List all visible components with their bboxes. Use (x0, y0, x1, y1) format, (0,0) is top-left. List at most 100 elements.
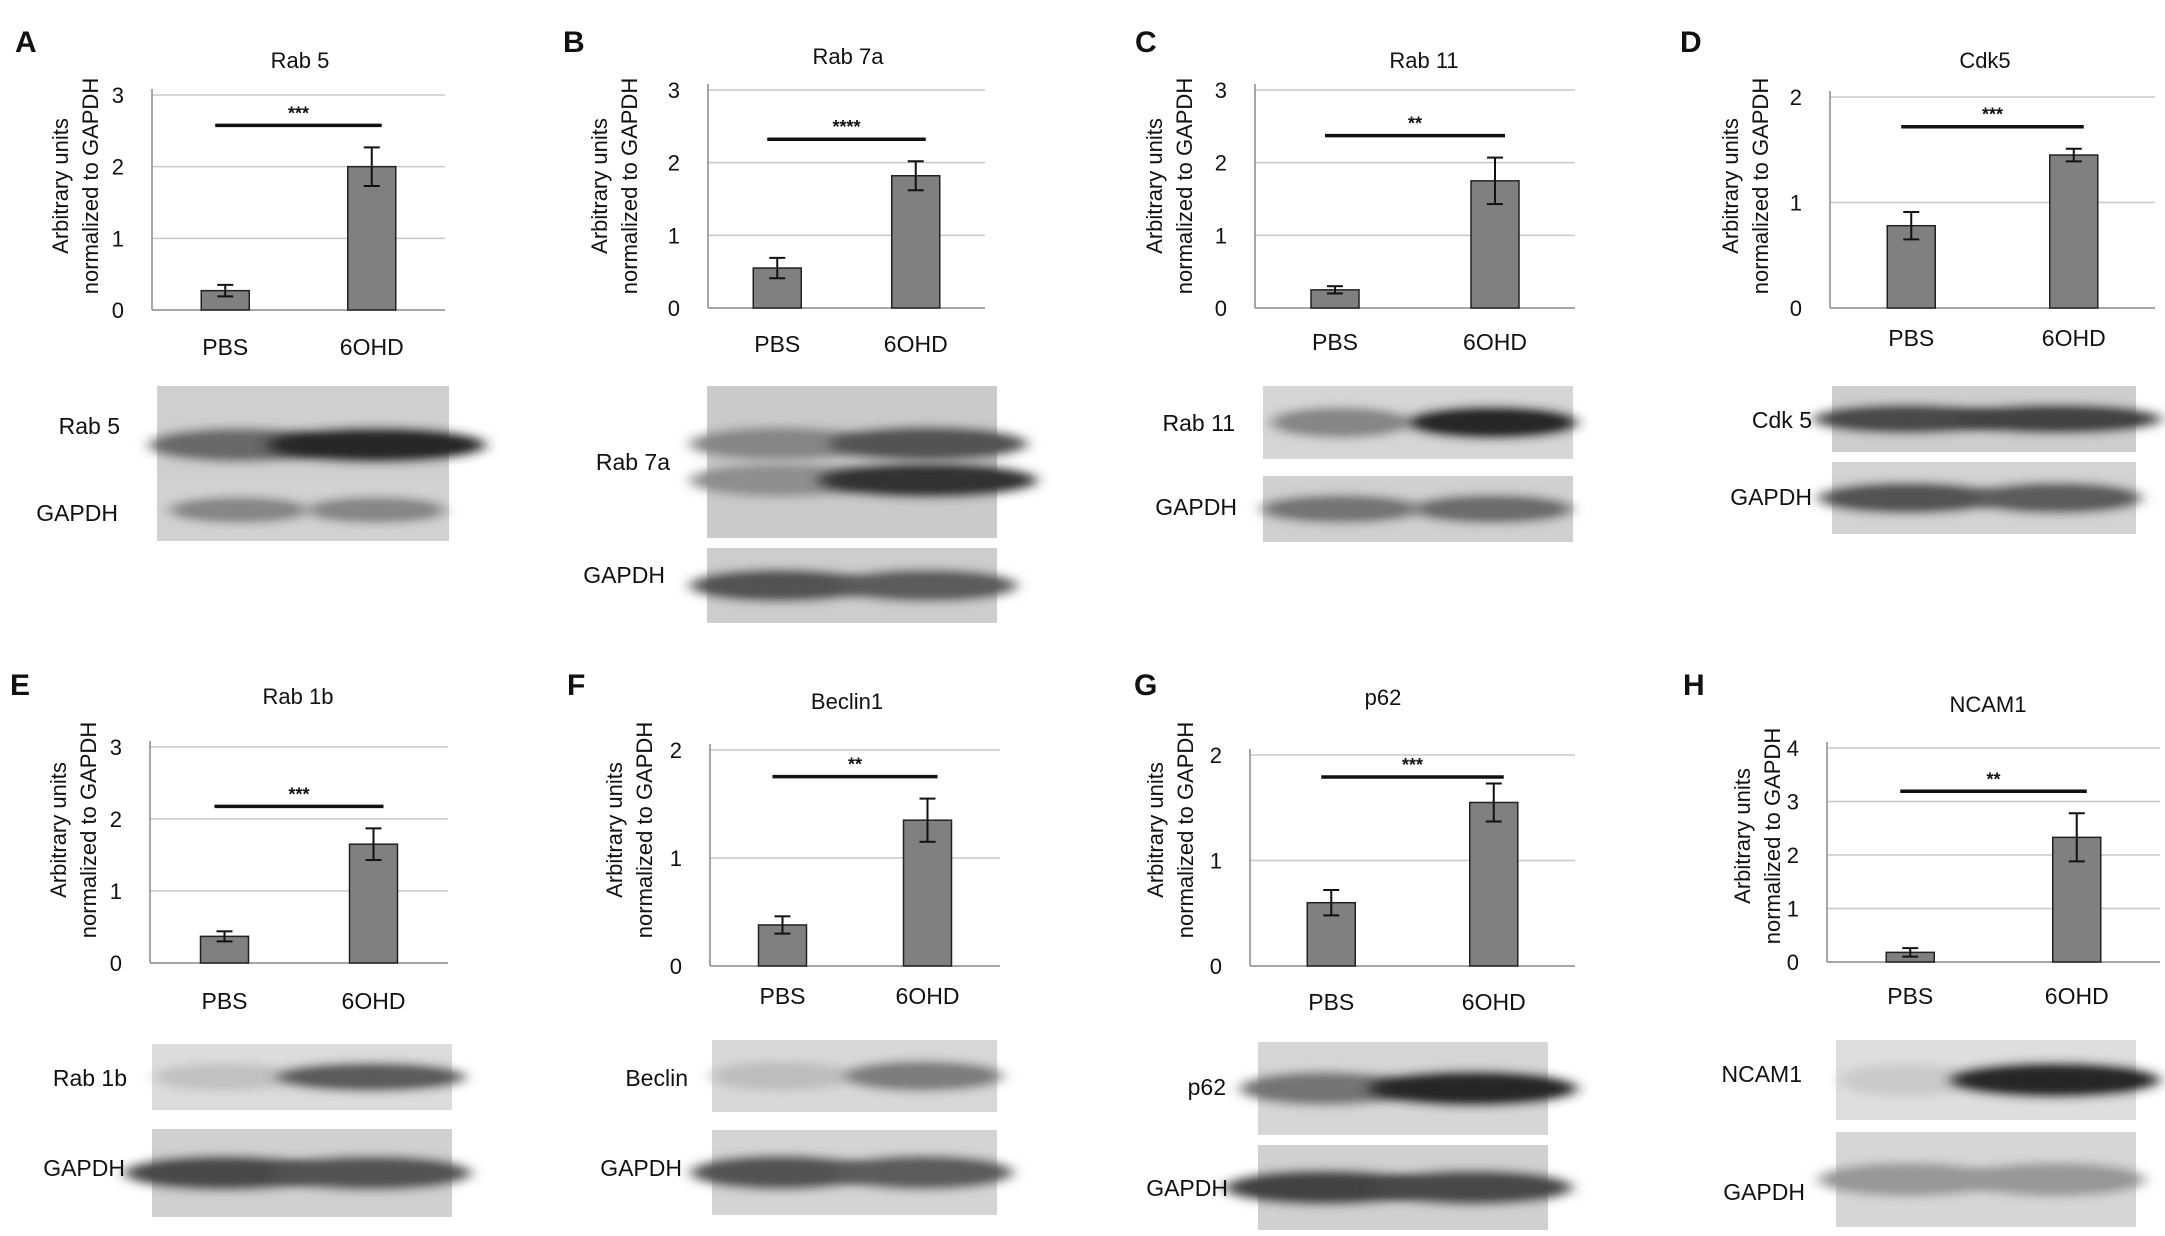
significance-label: ** (1986, 769, 2000, 789)
x-category-label: PBS (1888, 325, 1934, 351)
blot-band-core (1392, 1178, 1553, 1197)
blot-label: GAPDH (1146, 1175, 1228, 1201)
x-category-label: PBS (1312, 329, 1358, 355)
y-tick-label: 0 (1790, 296, 1802, 321)
y-tick-label: 1 (1215, 223, 1227, 248)
significance-label: *** (1982, 105, 2003, 125)
chart-title: Rab 5 (271, 48, 330, 73)
y-axis-label-line: Arbitrary units (1718, 118, 1743, 254)
y-tick-label: 3 (1215, 78, 1227, 103)
y-tick-label: 0 (670, 954, 682, 979)
y-tick-label: 3 (112, 83, 124, 108)
western-blot-gapdh (1260, 476, 1573, 542)
y-axis-label: Arbitrary units normalized to GAPDH (1718, 78, 1773, 294)
y-tick-label: 0 (112, 298, 124, 323)
blot-band-core (855, 576, 1000, 595)
panel-h: H NCAM1 Arbitrary units normalized to GAPDH… (1683, 669, 2160, 1227)
y-axis-label: Arbitrary units normalized to GAPDH (587, 78, 642, 294)
western-blot-target (152, 1044, 466, 1110)
blot-band-core (291, 1164, 451, 1182)
y-axis-label-line: normalized to GAPDH (632, 722, 657, 938)
y-axis-label-line: normalized to GAPDH (1760, 728, 1785, 944)
blot-band-core (1983, 1170, 2127, 1189)
blot-band-core (1836, 1170, 1980, 1189)
y-tick-label: 3 (668, 78, 680, 103)
blot-band-core (724, 1067, 837, 1085)
panel-letter: F (567, 669, 585, 702)
blot-band-core (1244, 1178, 1405, 1197)
chart-title: Rab 11 (1389, 48, 1458, 73)
panel-letter: H (1683, 669, 1705, 702)
panel-d: D Cdk5 Arbitrary units normalized to GAPDH 0… (1680, 26, 2162, 534)
blot-band-core (1424, 413, 1561, 432)
y-axis-label-line: Arbitrary units (587, 118, 612, 254)
x-category-label: 6OHD (1463, 329, 1527, 355)
blot-band-core (182, 502, 295, 518)
x-category-label: 6OHD (2042, 325, 2106, 351)
blot-label: GAPDH (1730, 484, 1812, 510)
y-tick-label: 0 (1210, 954, 1222, 979)
blot-band-core (1971, 1071, 2139, 1089)
blot-label: GAPDH (583, 562, 665, 588)
blot-band-core (708, 1163, 853, 1182)
chart-title: Rab 7a (813, 44, 885, 69)
bar-6ohd (2049, 154, 2099, 309)
panel-letter: C (1135, 26, 1157, 59)
y-tick-label: 2 (1787, 843, 1799, 868)
blot-band-core (1972, 411, 2141, 427)
y-tick-label: 2 (1790, 85, 1802, 110)
y-tick-label: 1 (670, 846, 682, 871)
blot-band-core (1836, 489, 1980, 507)
y-axis-label-line: Arbitrary units (48, 118, 73, 254)
y-tick-label: 2 (110, 807, 122, 832)
y-axis-label: Arbitrary units normalized to GAPDH (1143, 722, 1198, 938)
y-axis-label-line: normalized to GAPDH (617, 78, 642, 294)
x-category-label: PBS (1308, 989, 1354, 1015)
bar-6ohd (891, 174, 941, 309)
chart-title: Rab 1b (263, 684, 334, 709)
y-axis-label-line: normalized to GAPDH (1748, 78, 1773, 294)
bar-pbs (757, 924, 808, 967)
y-tick-label: 2 (670, 738, 682, 763)
y-axis-label-line: normalized to GAPDH (76, 722, 101, 938)
panel-b: B Rab 7a Arbitrary units normalized to GAPD… (563, 26, 1038, 623)
chart-title: NCAM1 (1949, 692, 2026, 717)
x-category-label: 6OHD (1462, 989, 1526, 1015)
x-category-label: 6OHD (342, 988, 406, 1014)
y-tick-label: 0 (668, 296, 680, 321)
blot-background (707, 386, 997, 538)
blot-band-core (858, 1067, 987, 1085)
y-tick-label: 2 (1215, 151, 1227, 176)
western-blot-target (1813, 386, 2162, 452)
western-blot-gapdh (690, 1130, 1013, 1215)
x-category-label: 6OHD (340, 334, 404, 360)
western-blot-gapdh (124, 1129, 471, 1217)
y-axis-label-line: Arbitrary units (602, 762, 627, 898)
blot-label: Beclin (625, 1065, 688, 1091)
y-tick-label: 1 (110, 879, 122, 904)
western-blot-target (1836, 1040, 2160, 1120)
x-category-label: PBS (759, 983, 805, 1009)
x-category-label: PBS (202, 334, 248, 360)
blot-band-core (1284, 413, 1397, 432)
blot-band-core (288, 436, 464, 454)
blot-label: Rab 5 (59, 413, 120, 439)
blot-band-core (168, 1069, 280, 1085)
western-blot-target (1263, 386, 1578, 459)
y-tick-label: 0 (1215, 296, 1227, 321)
blot-band-core (1256, 1079, 1393, 1098)
panel-letter: A (15, 26, 37, 59)
y-axis-label: Arbitrary units normalized to GAPDH (1142, 78, 1197, 294)
blot-band-core (850, 1163, 995, 1182)
western-blot-target (1239, 1042, 1578, 1135)
x-category-label: 6OHD (896, 983, 960, 1009)
significance-label: ** (1408, 114, 1422, 134)
blot-band-core (707, 471, 852, 490)
blot-label: GAPDH (1723, 1179, 1805, 1205)
panel-letter: E (10, 669, 30, 702)
bar-6ohd (348, 843, 399, 964)
blot-label: NCAM1 (1721, 1061, 1802, 1087)
blot-label: GAPDH (36, 500, 118, 526)
